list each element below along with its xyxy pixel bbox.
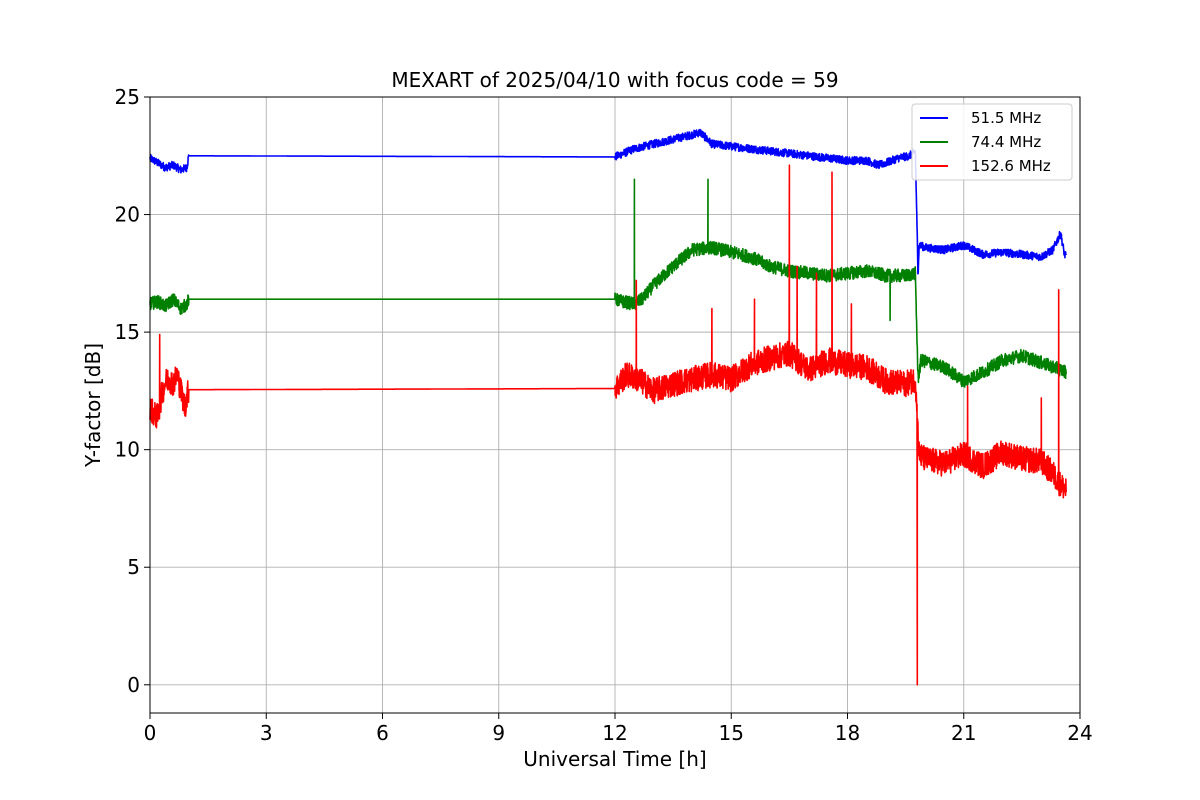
chart-title: MEXART of 2025/04/10 with focus code = 5… — [391, 68, 838, 92]
x-axis-label: Universal Time [h] — [523, 747, 706, 771]
y-axis-label: Y-factor [dB] — [81, 343, 105, 468]
x-tick-label: 9 — [492, 721, 505, 745]
x-tick-label: 18 — [835, 721, 860, 745]
legend-label: 74.4 MHz — [971, 133, 1041, 151]
series-line-74-4-mhz — [149, 178, 1068, 388]
legend-label: 152.6 MHz — [971, 157, 1051, 175]
x-tick-label: 21 — [951, 721, 976, 745]
legend: 51.5 MHz 74.4 MHz 152.6 MHz — [911, 103, 1073, 181]
legend-box — [911, 103, 1073, 181]
x-tick-label: 12 — [602, 721, 627, 745]
series-layer — [149, 128, 1068, 686]
x-tick-label: 3 — [260, 721, 273, 745]
legend-label: 51.5 MHz — [971, 109, 1041, 127]
x-tick-label: 0 — [144, 721, 157, 745]
x-tick-label: 15 — [719, 721, 744, 745]
y-tick-label: 20 — [115, 203, 140, 227]
y-tick-label: 15 — [115, 320, 140, 344]
y-tick-label: 0 — [127, 673, 140, 697]
grid — [149, 96, 1081, 713]
x-tick-label: 6 — [376, 721, 389, 745]
y-tick-label: 25 — [115, 85, 140, 109]
series-line-152-6-mhz — [149, 164, 1068, 686]
axes-ticks: 0 3 6 9 12 15 18 21 24 0 5 10 15 20 25 — [115, 85, 1093, 745]
y-tick-label: 5 — [127, 555, 140, 579]
y-tick-label: 10 — [115, 438, 140, 462]
x-tick-label: 24 — [1067, 721, 1092, 745]
